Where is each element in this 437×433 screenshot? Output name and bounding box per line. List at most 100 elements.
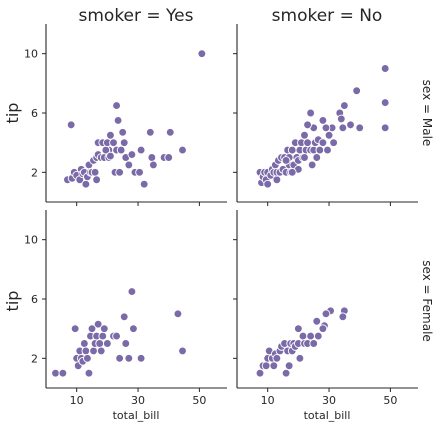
data-point — [269, 361, 279, 371]
data-point — [87, 324, 97, 334]
data-point — [281, 368, 291, 378]
data-point — [112, 331, 121, 341]
data-point — [380, 98, 390, 107]
panel-male-smoker-yes: 2 6 10 — [24, 24, 227, 206]
y-tick-label: 6 — [31, 293, 38, 306]
data-point — [124, 160, 134, 170]
data-point — [281, 156, 291, 165]
data-point — [90, 167, 100, 177]
data-point — [119, 138, 129, 148]
panel-male-smoker-no — [233, 24, 418, 206]
data-point — [145, 127, 155, 137]
panel-female-smoker-yes: 2 6 10 10 30 50 — [24, 210, 227, 407]
data-point — [380, 123, 390, 133]
data-point — [380, 64, 390, 73]
x-tick-label: 10 — [70, 394, 84, 407]
row-title-sex-male: sex = Male — [420, 80, 434, 147]
data-point — [321, 309, 331, 319]
x-tick-label: 30 — [322, 394, 336, 407]
data-point — [338, 123, 348, 133]
data-point — [89, 346, 98, 356]
data-point — [165, 127, 175, 137]
data-point — [124, 353, 134, 363]
data-point — [99, 324, 109, 334]
data-point — [112, 101, 121, 110]
data-point — [336, 114, 346, 124]
data-point — [346, 120, 355, 130]
y-tick-label: 6 — [31, 107, 38, 120]
data-point — [118, 127, 128, 137]
data-point — [116, 145, 126, 155]
data-point — [321, 123, 331, 133]
data-point — [136, 353, 146, 363]
data-point — [352, 86, 361, 96]
data-point — [313, 331, 323, 341]
data-point — [135, 167, 144, 177]
data-point — [315, 145, 325, 155]
data-point — [263, 179, 273, 189]
data-point — [306, 108, 315, 118]
data-point — [318, 324, 328, 334]
data-point — [121, 339, 131, 348]
data-point — [106, 151, 115, 161]
data-point — [318, 138, 328, 148]
data-point — [178, 346, 187, 356]
data-point — [312, 153, 322, 162]
data-point — [136, 145, 146, 155]
data-point — [306, 331, 315, 341]
data-point — [318, 116, 328, 125]
data-point — [103, 339, 112, 348]
data-point — [324, 130, 334, 140]
data-point — [164, 153, 174, 162]
data-point — [147, 153, 157, 162]
data-point — [287, 167, 297, 177]
data-point — [303, 138, 312, 148]
data-point — [261, 361, 271, 371]
x-tick-label: 10 — [261, 394, 275, 407]
data-point — [93, 319, 103, 329]
data-point — [295, 353, 305, 363]
data-point — [298, 331, 308, 341]
data-point — [300, 153, 309, 162]
data-point — [51, 368, 60, 378]
data-point — [338, 312, 348, 322]
y-tick-label: 10 — [24, 48, 38, 61]
data-point — [284, 361, 294, 371]
x-tick-label: 50 — [383, 394, 397, 407]
data-point — [115, 167, 124, 177]
data-point — [255, 368, 265, 378]
data-point — [294, 324, 303, 334]
data-point — [287, 145, 297, 155]
row-title-sex-female: sex = Female — [420, 260, 434, 342]
data-point — [96, 346, 106, 356]
data-point — [300, 130, 309, 140]
data-point — [323, 145, 332, 155]
data-point — [127, 287, 137, 296]
data-point — [98, 331, 108, 341]
x-tick-label: 50 — [192, 394, 206, 407]
data-point — [127, 150, 137, 159]
data-point — [113, 116, 123, 125]
col-title-smoker-no: smoker = No — [272, 6, 383, 26]
y-tick-label: 2 — [31, 352, 38, 365]
data-point — [149, 160, 158, 170]
y-tick-label: 2 — [31, 166, 38, 179]
data-point — [197, 49, 207, 59]
data-point — [81, 346, 91, 356]
x-axis-label-left: total_bill — [113, 409, 160, 422]
data-point — [83, 353, 92, 363]
x-axis-label-right: total_bill — [304, 409, 351, 422]
col-title-smoker-yes: smoker = Yes — [79, 6, 194, 26]
data-point — [139, 179, 149, 189]
data-point — [106, 130, 115, 140]
data-point — [70, 324, 80, 334]
data-point — [119, 312, 129, 322]
data-point — [79, 339, 89, 348]
data-point — [92, 175, 101, 185]
data-point — [115, 353, 124, 363]
y-axis-label-bottom: tip — [3, 291, 22, 312]
data-point — [303, 120, 312, 130]
data-point — [84, 368, 94, 378]
data-point — [95, 339, 105, 348]
y-axis-label-top: tip — [3, 103, 22, 124]
